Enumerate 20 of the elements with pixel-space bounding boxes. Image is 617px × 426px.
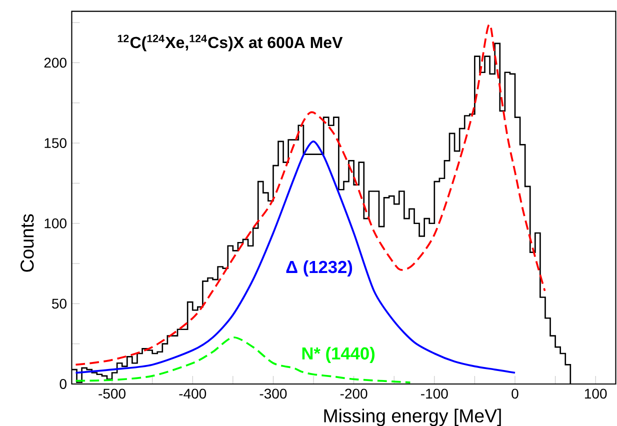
x-tick-label: -200 <box>340 388 368 399</box>
line-series <box>74 24 546 366</box>
y-tick-label: 200 <box>44 58 66 68</box>
x-tick-label: -300 <box>260 388 287 399</box>
line-series <box>74 336 412 384</box>
series-label: Δ (1232) <box>286 260 352 277</box>
x-tick-label: 0 <box>512 388 518 399</box>
x-tick-label: -500 <box>98 388 126 399</box>
x-tick-label: -100 <box>421 388 448 399</box>
text: $^{12}$C($^{124}$Xe,$^{124}$Cs)X at 600A MeV <box>118 34 343 52</box>
line-series <box>74 140 516 374</box>
y-axis-title: Counts <box>20 214 34 272</box>
y-tick-label: 0 <box>60 379 66 389</box>
y-tick-label: 100 <box>44 218 66 228</box>
y-tick-label: 150 <box>44 138 66 148</box>
x-tick-label: 100 <box>584 388 607 399</box>
y-tick-label: 50 <box>52 298 66 309</box>
x-axis-title: Missing energy [MeV] <box>324 408 501 426</box>
series-label: N* (1440) <box>302 346 375 364</box>
x-tick-label: -400 <box>179 388 206 399</box>
